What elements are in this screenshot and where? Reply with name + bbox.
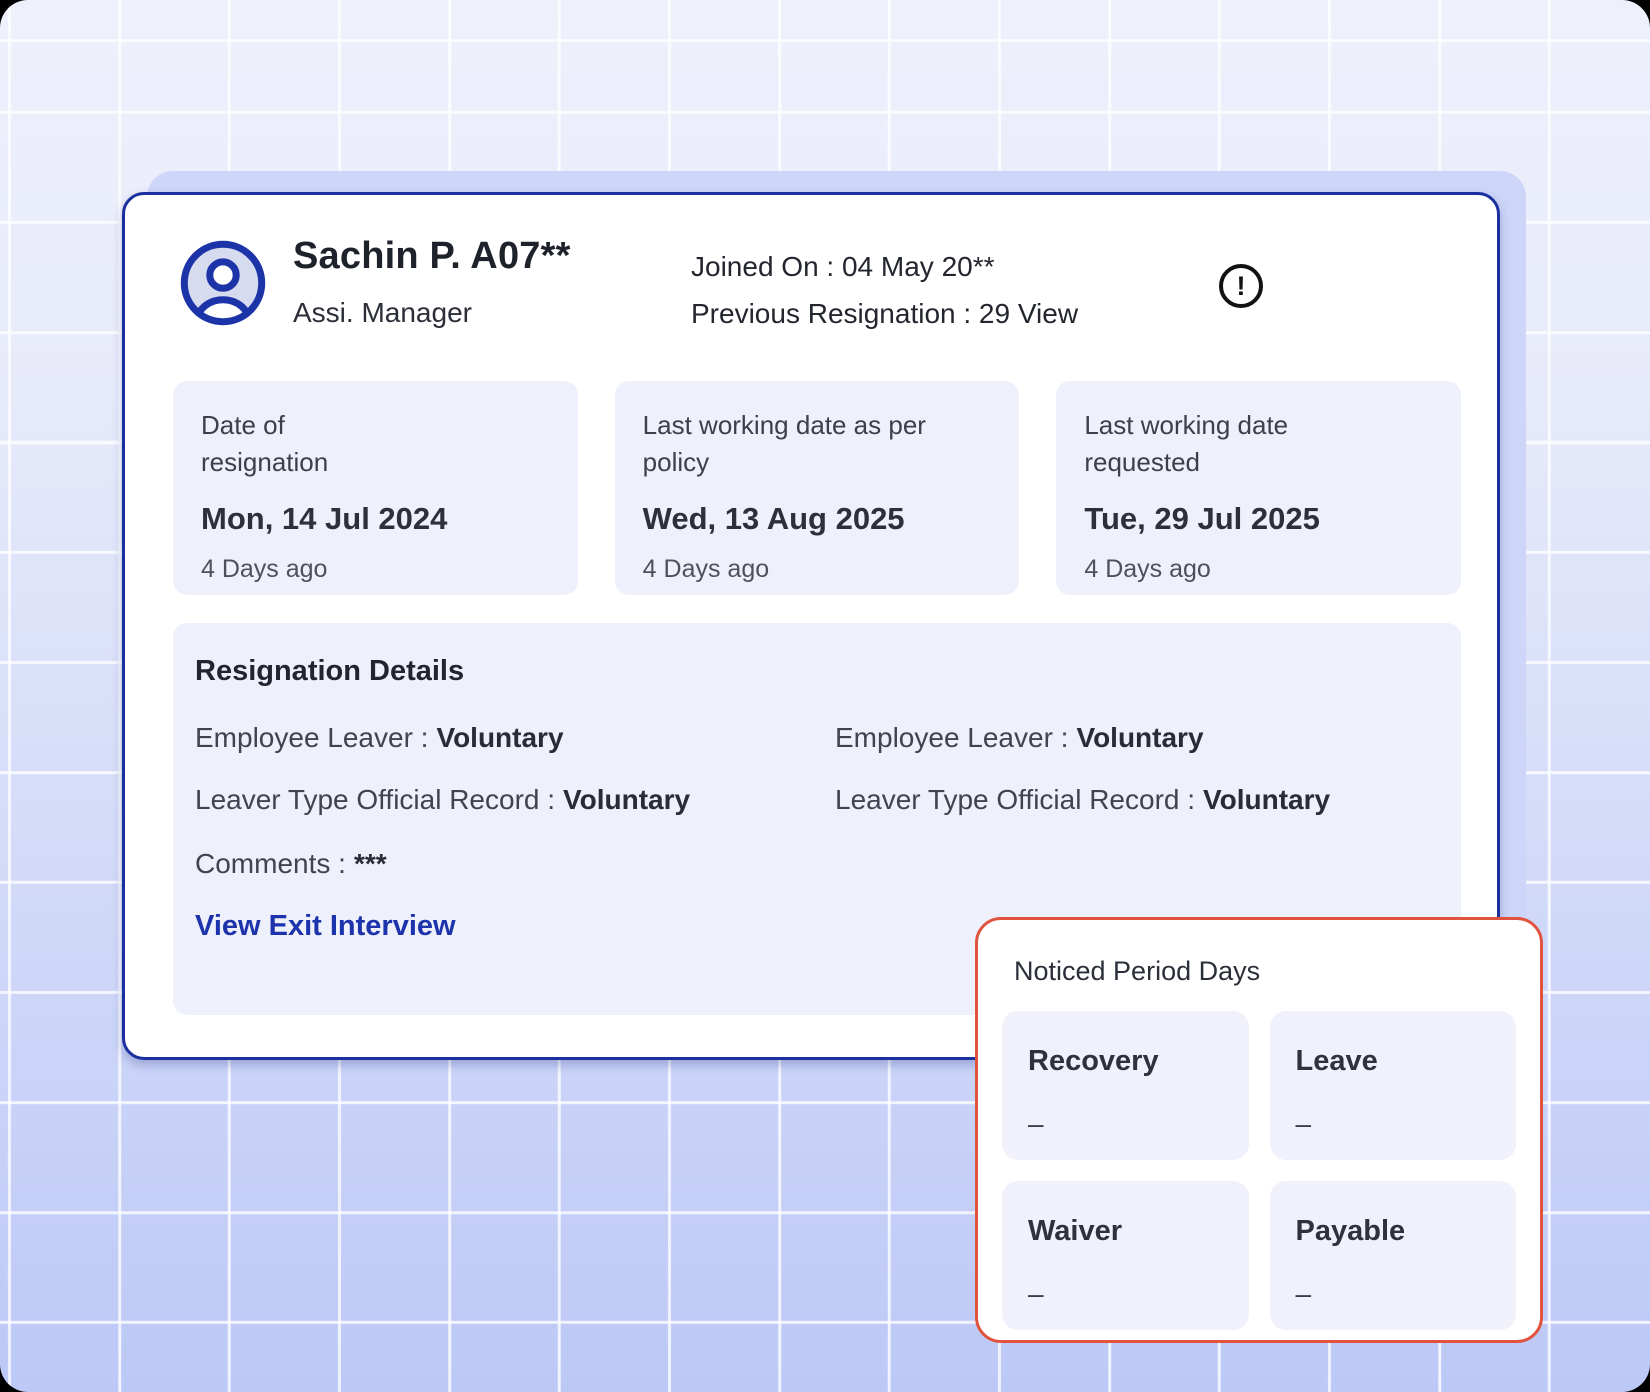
tile-payable: Payable – <box>1269 1181 1516 1330</box>
row-label: Employee Leaver : <box>835 722 1069 753</box>
exclamation-glyph: ! <box>1236 270 1246 301</box>
noticed-tiles-grid: Recovery – Leave – Waiver – Payable – <box>1002 1011 1516 1330</box>
tile-value: – <box>1028 1278 1044 1309</box>
view-exit-interview-link[interactable]: View Exit Interview <box>195 910 456 942</box>
date-card-ago: 4 Days ago <box>1084 555 1211 583</box>
resignation-details-grid: Employee Leaver : Voluntary Employee Leav… <box>195 722 1439 816</box>
date-card-label: Last working date as per policy <box>642 410 926 477</box>
tile-recovery: Recovery – <box>1002 1011 1249 1160</box>
joined-on-line: Joined On : 04 May 20** <box>691 251 995 282</box>
date-card-resignation: Date of resignation Mon, 14 Jul 2024 4 D… <box>173 381 578 595</box>
alert-icon[interactable]: ! <box>1219 264 1263 308</box>
date-card-last-working-requested: Last working date requested Tue, 29 Jul … <box>1056 381 1462 595</box>
previous-resignation-line[interactable]: Previous Resignation : 29 View <box>691 298 1079 329</box>
tile-label: Waiver <box>1028 1215 1123 1247</box>
row-label: Leaver Type Official Record : <box>835 784 1196 815</box>
comments-value: *** <box>353 848 387 879</box>
noticed-period-days-card: Noticed Period Days Recovery – Leave – W… <box>975 917 1543 1343</box>
tile-value: – <box>1295 1278 1312 1309</box>
employee-leaver-row-left: Employee Leaver : Voluntary <box>195 722 835 754</box>
row-value: Voluntary <box>436 722 564 753</box>
date-card-value: Mon, 14 Jul 2024 <box>201 501 448 536</box>
person-icon <box>180 240 266 326</box>
tile-label: Payable <box>1295 1215 1406 1247</box>
row-label: Employee Leaver : <box>195 722 429 753</box>
comments-label: Comments : <box>195 848 346 879</box>
date-card-ago: 4 Days ago <box>642 555 770 583</box>
tile-value: – <box>1295 1108 1312 1139</box>
leaver-type-row-left: Leaver Type Official Record : Voluntary <box>195 784 835 816</box>
leaver-type-row-right: Leaver Type Official Record : Voluntary <box>835 784 1439 816</box>
tile-waiver: Waiver – <box>1002 1181 1249 1330</box>
row-value: Voluntary <box>1076 722 1204 753</box>
date-card-value: Wed, 13 Aug 2025 <box>642 501 905 536</box>
employee-role: Assi. Manager <box>293 297 472 328</box>
date-card-label: Last working date requested <box>1084 410 1289 477</box>
resignation-details-title: Resignation Details <box>195 655 465 687</box>
date-cards-row: Date of resignation Mon, 14 Jul 2024 4 D… <box>173 381 1462 595</box>
tile-label: Recovery <box>1028 1045 1159 1077</box>
resignation-details-panel: Resignation Details Employee Leaver : Vol… <box>173 623 1461 1015</box>
tile-label: Leave <box>1295 1045 1378 1077</box>
row-value: Voluntary <box>1203 784 1331 815</box>
noticed-period-days-title: Noticed Period Days <box>1014 956 1261 986</box>
tile-value: – <box>1028 1108 1044 1139</box>
date-card-value: Tue, 29 Jul 2025 <box>1084 501 1320 536</box>
employee-meta: Joined On : 04 May 20** Previous Resigna… <box>691 243 1078 337</box>
tile-leave: Leave – <box>1269 1011 1516 1160</box>
comments-row: Comments : *** <box>195 848 1439 880</box>
date-card-ago: 4 Days ago <box>201 555 328 583</box>
employee-name: Sachin P. A07** <box>293 235 571 277</box>
row-label: Leaver Type Official Record : <box>195 784 556 815</box>
resignation-summary-card: Sachin P. A07** Assi. Manager Joined On … <box>122 192 1500 1060</box>
row-value: Voluntary <box>563 784 691 815</box>
employee-leaver-row-right: Employee Leaver : Voluntary <box>835 722 1439 754</box>
date-card-last-working-policy: Last working date as per policy Wed, 13 … <box>614 381 1020 595</box>
date-card-label: Date of resignation <box>201 410 329 477</box>
employee-avatar <box>179 239 267 327</box>
